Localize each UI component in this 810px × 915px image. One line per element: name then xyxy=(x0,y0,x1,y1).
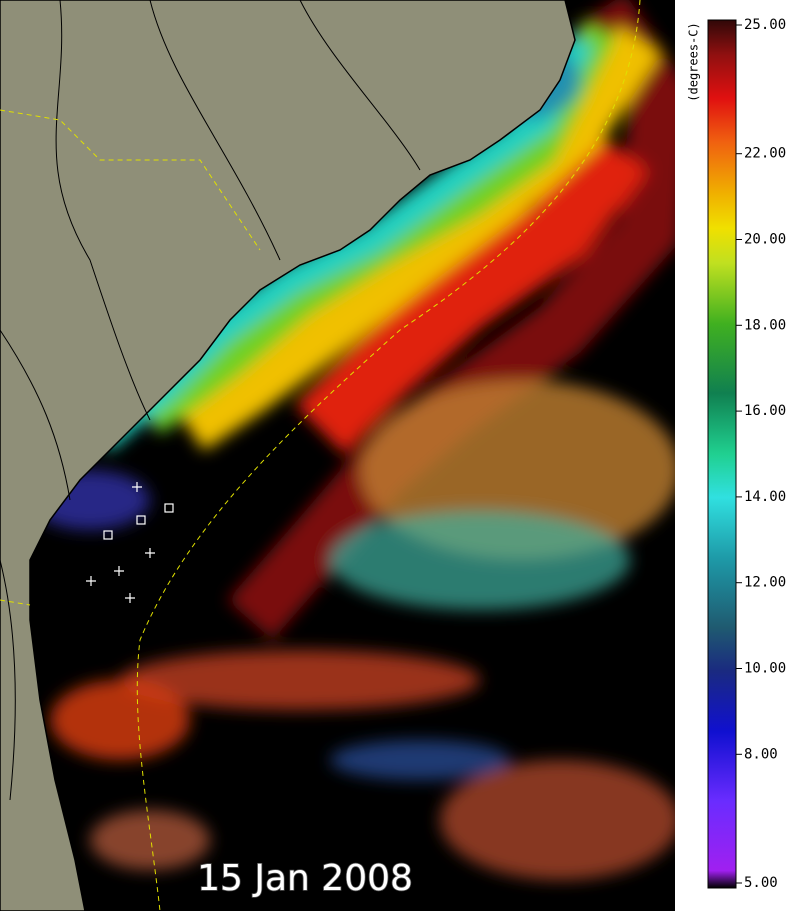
station-markers xyxy=(86,482,174,603)
colorbar-tick-label: 20.00 xyxy=(744,232,786,248)
borders xyxy=(0,0,421,801)
colorbar-tick-label: 22.00 xyxy=(744,146,786,162)
colorbar-tick-label: 16.00 xyxy=(744,403,786,419)
colorbar-tick-label: 18.00 xyxy=(744,317,786,333)
colorbar-tick-label: 10.00 xyxy=(744,661,786,677)
colorbar-tick-label: 14.00 xyxy=(744,489,786,505)
map: 15 Jan 2008 xyxy=(0,0,675,911)
state-lines xyxy=(0,0,641,911)
date-label: 15 Jan 2008 xyxy=(197,858,413,899)
colorbar-tick-label: 8.00 xyxy=(744,746,778,762)
colorbar-tick-label: 25.00 xyxy=(744,17,786,33)
colorbar-tick-label: 5.00 xyxy=(744,875,778,891)
colorbar-ticks: 25.00 22.00 20.00 18.00 16.00 14.00 12.00 10.00… xyxy=(736,17,786,891)
sst-field xyxy=(30,0,675,880)
land xyxy=(0,0,576,911)
colorbar-unit-label: (degrees-C) xyxy=(687,22,701,101)
colorbar-tick-label: 12.00 xyxy=(744,575,786,591)
colorbar xyxy=(707,19,737,889)
